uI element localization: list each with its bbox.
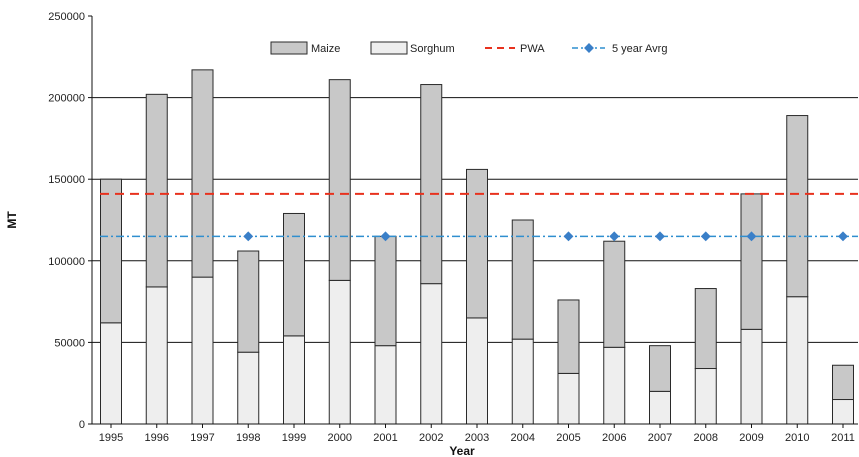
legend-marker-5-year-avrg: [584, 43, 594, 53]
y-axis-title: MT: [5, 211, 19, 229]
bar-maize-1998: [237, 250, 260, 353]
x-tick-label: 2006: [602, 432, 626, 444]
x-tick-label: 2003: [465, 432, 489, 444]
bar-maize-2010: [786, 115, 809, 298]
y-tick-label: 100000: [48, 256, 85, 268]
bar-sorghum-2001: [374, 345, 397, 425]
bar-maize-2003: [466, 168, 488, 319]
x-tick-label: 2000: [328, 432, 352, 444]
x-tick-label: 2001: [373, 432, 397, 444]
y-tick-label: 50000: [54, 337, 85, 349]
legend: Maize Sorghum PWA 5 year Avrg: [270, 41, 667, 55]
bar-sorghum-1999: [283, 335, 305, 425]
bar-sorghum-2007: [649, 390, 671, 425]
bar-maize-2000: [328, 79, 351, 281]
bar-maize-1997: [191, 69, 214, 278]
legend-label-maize: Maize: [311, 43, 340, 55]
x-tick-label: 2004: [511, 432, 535, 444]
legend-swatch-maize: [270, 41, 308, 55]
bar-maize-2009: [740, 193, 763, 330]
marker-5-year-avrg-2006: [609, 231, 620, 242]
bar-sorghum-2006: [603, 346, 626, 425]
x-tick-label: 1996: [145, 432, 169, 444]
bar-sorghum-1998: [237, 351, 260, 425]
reference-lines: [100, 192, 858, 242]
axes: MT Year 0 50000 100000 150000 200000 250000 19…: [5, 11, 858, 457]
marker-5-year-avrg-2005: [563, 231, 574, 242]
marker-5-year-avrg-2001: [380, 231, 391, 242]
marker-5-year-avrg-2007: [655, 231, 665, 242]
bar-maize-1996: [145, 93, 168, 288]
bar-maize-2001: [374, 235, 397, 347]
bar-maize-2007: [649, 345, 671, 392]
x-tick-label: 1995: [99, 432, 123, 444]
bar-maize-2002: [420, 84, 443, 285]
x-tick-label: 1998: [236, 432, 260, 444]
bar-maize-2008: [694, 288, 717, 370]
x-tick-label: 1997: [190, 432, 214, 444]
y-tick-label: 200000: [48, 93, 85, 105]
bar-sorghum-2003: [466, 317, 488, 425]
bar-sorghum-2000: [328, 279, 351, 425]
bar-maize-1999: [283, 212, 305, 337]
y-tick-label: 0: [79, 419, 85, 431]
bar-sorghum-2009: [740, 328, 763, 425]
bar-sorghum-2011: [832, 399, 854, 425]
marker-5-year-avrg-2009: [746, 231, 757, 242]
legend-label-sorghum: Sorghum: [410, 43, 455, 55]
bar-sorghum-2008: [694, 368, 717, 425]
bar-maize-2006: [603, 240, 626, 348]
legend-swatch-sorghum: [370, 41, 408, 55]
bar-sorghum-2005: [557, 372, 580, 425]
bar-maize-2005: [557, 299, 580, 374]
x-tick-label: 1999: [282, 432, 306, 444]
bar-sorghum-2010: [786, 296, 809, 425]
bar-sorghum-2002: [420, 283, 443, 425]
marker-5-year-avrg-2011: [838, 231, 848, 242]
x-tick-label: 2007: [648, 432, 672, 444]
bar-maize-2011: [832, 364, 854, 401]
x-tick-label: 2008: [694, 432, 718, 444]
marker-5-year-avrg-1998: [243, 231, 254, 242]
bar-sorghum-2004: [511, 338, 534, 425]
x-tick-label: 2010: [785, 432, 809, 444]
bar-sorghum-1995: [100, 322, 122, 425]
x-tick-label: 2009: [739, 432, 763, 444]
bar-maize-2004: [511, 219, 534, 340]
x-axis-title: Year: [449, 444, 475, 457]
y-tick-label: 150000: [48, 174, 85, 186]
bar-maize-1995: [100, 178, 122, 324]
legend-label-5-year-avrg: 5 year Avrg: [612, 43, 667, 55]
legend-label-pwa: PWA: [520, 43, 545, 55]
y-tick-label: 250000: [48, 11, 85, 23]
x-tick-label: 2002: [419, 432, 443, 444]
bar-sorghum-1997: [191, 276, 214, 425]
bars: [100, 69, 854, 425]
x-tick-label: 2005: [556, 432, 580, 444]
marker-5-year-avrg-2008: [700, 231, 711, 242]
bar-sorghum-1996: [145, 286, 168, 425]
x-tick-label: 2011: [831, 432, 855, 444]
